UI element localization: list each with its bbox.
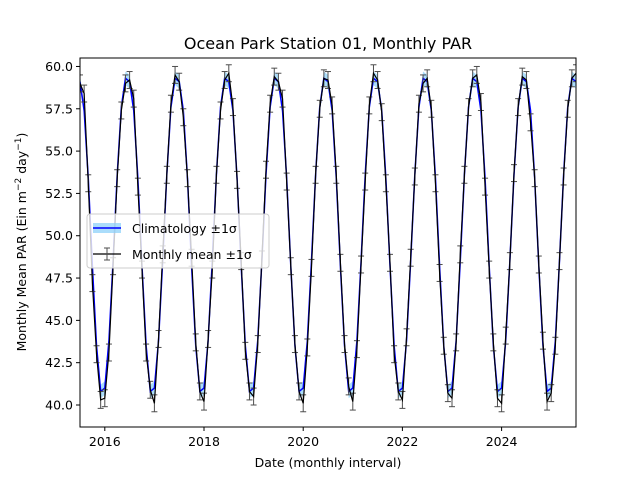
y-axis: 40.0 42.5 45.0 47.5 50.0 52.5 55.0 57.5 60.0 <box>45 59 80 412</box>
y-tick-label: 45.0 <box>45 313 73 328</box>
y-axis-label: Monthly Mean PAR (Ein m−2 day−1) <box>14 133 29 352</box>
y-axis-label-day: day <box>14 150 29 178</box>
legend-mean-label: Monthly mean ±1σ <box>132 247 252 262</box>
x-axis: 2016 2018 2020 2022 2024 <box>89 427 518 449</box>
y-tick-label: 47.5 <box>45 271 73 286</box>
x-tick-label: 2020 <box>287 434 319 449</box>
y-axis-label-close: ) <box>14 133 29 138</box>
y-axis-label-base: Monthly Mean PAR (Ein m <box>14 191 29 351</box>
y-tick-label: 40.0 <box>45 397 73 412</box>
y-tick-label: 55.0 <box>45 144 73 159</box>
y-axis-label-exp2: −1 <box>14 138 24 151</box>
y-tick-label: 42.5 <box>45 355 73 370</box>
legend-climatology-label: Climatology ±1σ <box>132 221 237 236</box>
legend-box <box>86 213 270 269</box>
legend: Climatology ±1σ Monthly mean ±1σ <box>86 213 270 269</box>
y-tick-label: 52.5 <box>45 186 73 201</box>
chart-title: Ocean Park Station 01, Monthly PAR <box>184 34 472 53</box>
y-axis-label-exp1: −2 <box>14 178 24 191</box>
y-tick-label: 57.5 <box>45 101 73 116</box>
x-tick-label: 2018 <box>188 434 220 449</box>
y-tick-label: 50.0 <box>45 228 73 243</box>
x-tick-label: 2016 <box>89 434 121 449</box>
x-axis-label: Date (monthly interval) <box>255 455 402 470</box>
x-tick-label: 2024 <box>486 434 518 449</box>
plot-frame <box>79 57 577 428</box>
x-tick-label: 2022 <box>386 434 418 449</box>
y-tick-label: 60.0 <box>45 59 73 74</box>
